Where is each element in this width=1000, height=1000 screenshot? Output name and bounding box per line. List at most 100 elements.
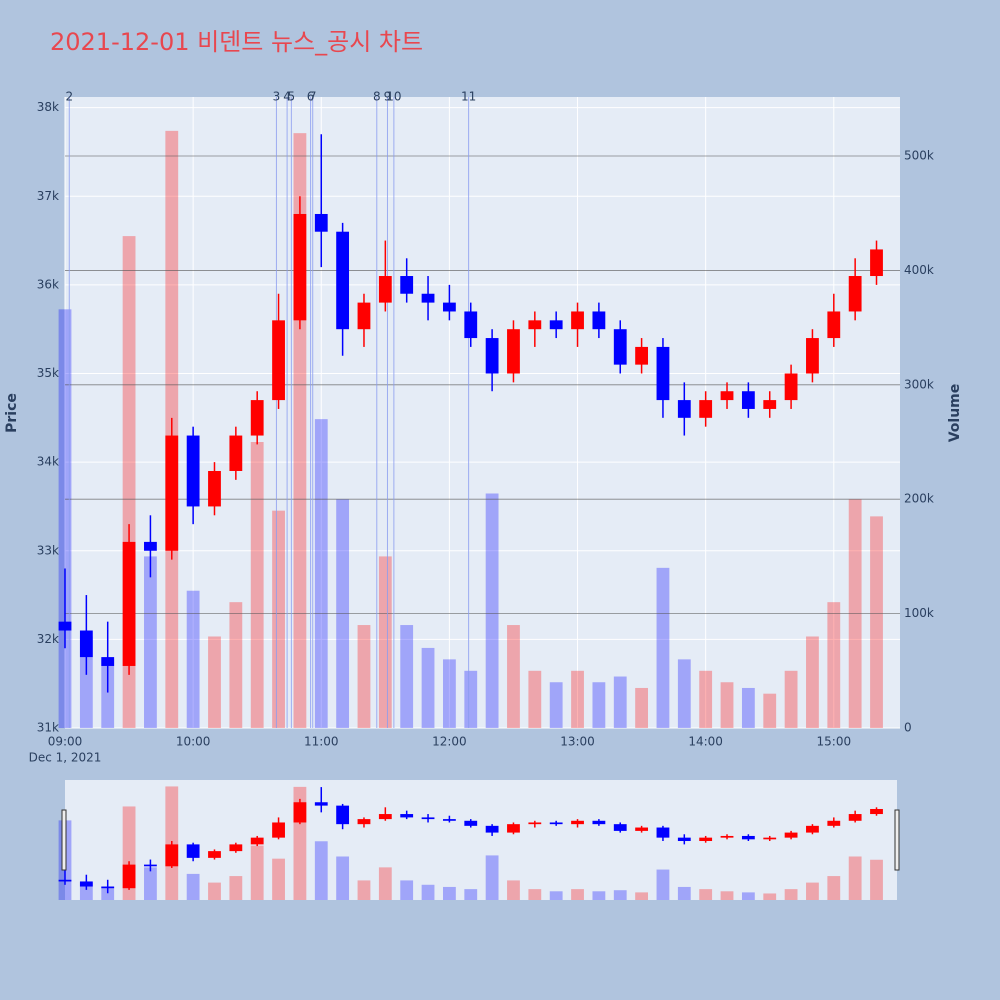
slider-candle-body xyxy=(314,802,328,806)
candle-body xyxy=(186,435,200,507)
slider-candle-body xyxy=(741,835,755,840)
slider-volume-bar xyxy=(848,856,862,900)
slider-candle-body xyxy=(613,824,627,831)
news-label: 8 xyxy=(373,90,381,104)
candle-body xyxy=(79,630,93,658)
volume-bar xyxy=(400,625,414,728)
candle-body xyxy=(549,320,563,330)
y-tick-label: 33k xyxy=(37,543,59,557)
slider-candle-body xyxy=(421,817,435,820)
candle-body xyxy=(336,231,350,330)
candle-body xyxy=(635,346,649,365)
slider-volume-bar xyxy=(421,884,435,900)
slider-candle-body xyxy=(763,837,777,840)
slider-volume-bar xyxy=(485,855,499,900)
slider-candle-body xyxy=(378,814,392,820)
volume-bar xyxy=(784,670,798,728)
candle-body xyxy=(870,249,883,277)
candle-body xyxy=(378,276,392,303)
volume-bar xyxy=(549,682,563,728)
candle-body xyxy=(229,435,243,471)
volume-bar xyxy=(613,676,627,728)
candle-body xyxy=(741,391,755,409)
slider-volume-bar xyxy=(272,858,285,900)
slider-volume-bar xyxy=(827,876,841,900)
slider-volume-bar xyxy=(357,880,371,900)
slider-volume-bar xyxy=(613,890,627,900)
news-label: 6 xyxy=(307,90,315,104)
candle-body xyxy=(848,276,862,312)
candle-body xyxy=(421,293,435,303)
volume-bar xyxy=(229,602,243,728)
volume-bar xyxy=(357,625,371,728)
x-tick-label: 15:00 xyxy=(817,735,852,749)
news-label: 7 xyxy=(309,90,317,104)
slider-candle-body xyxy=(848,814,862,821)
news-label: 10 xyxy=(386,90,401,104)
range-slider[interactable] xyxy=(65,780,897,900)
volume-bar xyxy=(699,670,713,728)
slider-candle-body xyxy=(442,819,456,821)
volume-bar xyxy=(378,556,392,728)
slider-volume-bar xyxy=(763,893,777,900)
volume-bar xyxy=(314,419,328,728)
volume-bar xyxy=(421,647,435,728)
x-tick-label: 11:00 xyxy=(304,735,339,749)
y2-tick-label: 300k xyxy=(904,377,934,391)
volume-bar xyxy=(571,670,584,728)
slider-candle-body xyxy=(165,844,179,867)
volume-bar xyxy=(592,682,606,728)
x-tick-label: 09:00 xyxy=(48,735,83,749)
slider-volume-bar xyxy=(79,882,93,900)
candle-body xyxy=(165,435,179,551)
candle-body xyxy=(485,338,499,374)
candle-body xyxy=(699,400,713,418)
y2-tick-label: 500k xyxy=(904,149,934,163)
volume-bar xyxy=(442,659,456,728)
slider-candle-body xyxy=(400,814,414,818)
slider-volume-bar xyxy=(784,889,798,900)
volume-bar xyxy=(677,659,691,728)
candle-body xyxy=(720,391,734,401)
slider-candle-body xyxy=(357,819,371,825)
candle-body xyxy=(314,213,328,232)
y-axis-title: Price xyxy=(4,393,20,433)
slider-volume-bar xyxy=(549,891,563,900)
news-label: 2 xyxy=(65,90,73,104)
slider-handle[interactable] xyxy=(894,809,900,871)
candle-body xyxy=(784,373,798,401)
volume-bar xyxy=(806,636,819,728)
slider-candle-body xyxy=(272,822,285,838)
slider-volume-bar xyxy=(400,880,414,900)
news-label: 5 xyxy=(288,90,296,104)
x-tick-label: 12:00 xyxy=(432,735,467,749)
slider-candle-body xyxy=(186,844,200,858)
volume-bar xyxy=(101,659,115,728)
slider-volume-bar xyxy=(144,867,157,900)
slider-volume-bar xyxy=(870,859,883,900)
y2-tick-label: 100k xyxy=(904,606,934,620)
slider-volume-bar xyxy=(656,869,670,900)
candle-body xyxy=(613,329,627,365)
x-tick-label: 10:00 xyxy=(176,735,211,749)
volume-bar xyxy=(272,510,285,728)
slider-volume-bar xyxy=(186,873,200,900)
slider-volume-bar xyxy=(635,892,649,900)
candle-body xyxy=(763,400,777,409)
candle-body xyxy=(272,320,285,401)
y-tick-label: 34k xyxy=(37,455,59,469)
slider-volume-bar xyxy=(720,891,734,900)
slider-volume-bar xyxy=(806,882,819,900)
slider-volume-bar xyxy=(250,845,264,900)
candle-body xyxy=(592,311,606,330)
slider-candle-body xyxy=(79,881,93,887)
slider-candle-body xyxy=(806,825,819,833)
slider-candle-body xyxy=(464,820,478,826)
slider-candle-body xyxy=(336,805,350,825)
slider-handle[interactable] xyxy=(61,809,67,871)
slider-volume-bar xyxy=(528,889,542,900)
candle-body xyxy=(101,657,115,666)
slider-candle-body xyxy=(101,886,115,889)
volume-bar xyxy=(464,670,478,728)
